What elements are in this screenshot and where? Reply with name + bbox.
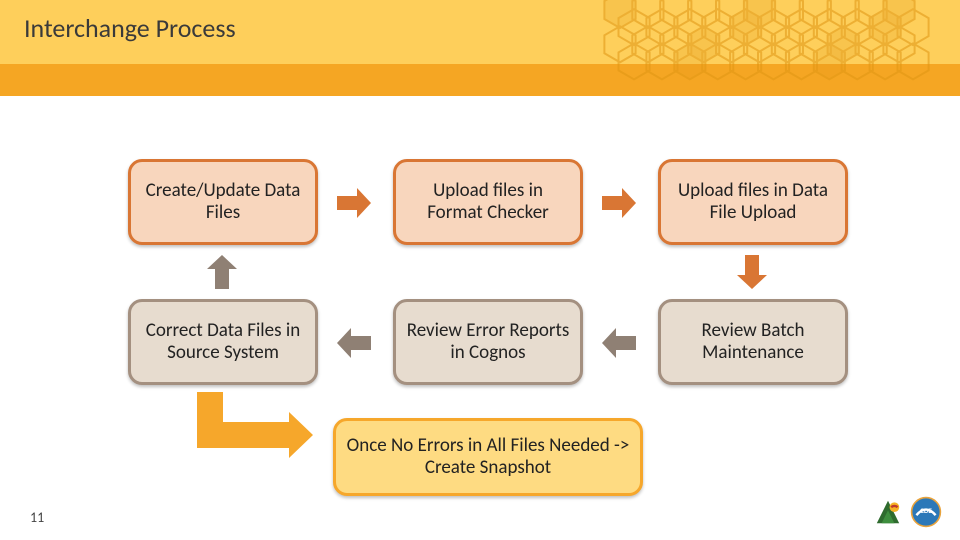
page-title: Interchange Process [24, 12, 236, 44]
flow-arrow-right [602, 188, 636, 218]
slide-number: 11 [30, 509, 44, 526]
slide: Interchange Process Create/Update Data F… [0, 0, 960, 540]
svg-text:CDE: CDE [920, 506, 932, 515]
flow-arrow-left [337, 328, 371, 358]
process-step-label: Create/Update Data Files [139, 180, 307, 225]
process-step-6: Review Batch Maintenance [658, 299, 848, 385]
process-step-label: Upload files in Format Checker [404, 180, 572, 225]
process-step-label: Review Batch Maintenance [669, 320, 837, 365]
process-step-2: Upload files in Format Checker [393, 159, 583, 245]
flow-arrow-down [737, 255, 767, 289]
process-step-label: Upload files in Data File Upload [669, 180, 837, 225]
footer-logos: CDE [872, 496, 942, 528]
final-step-box: Once No Errors in All Files Needed -> Cr… [333, 418, 643, 496]
process-step-3: Upload files in Data File Upload [658, 159, 848, 245]
colorado-logo-icon [872, 496, 904, 528]
process-step-label: Correct Data Files in Source System [139, 320, 307, 365]
process-step-4: Correct Data Files in Source System [128, 299, 318, 385]
process-step-label: Review Error Reports in Cognos [404, 320, 572, 365]
hex-pattern-decoration [600, 0, 960, 100]
elbow-arrow [197, 392, 198, 393]
flow-arrow-right [337, 188, 371, 218]
flow-arrow-left [602, 328, 636, 358]
process-step-1: Create/Update Data Files [128, 159, 318, 245]
cde-logo-icon: CDE [910, 496, 942, 528]
process-step-5: Review Error Reports in Cognos [393, 299, 583, 385]
flow-arrow-up [207, 255, 237, 289]
final-step-label: Once No Errors in All Files Needed -> Cr… [344, 435, 632, 480]
